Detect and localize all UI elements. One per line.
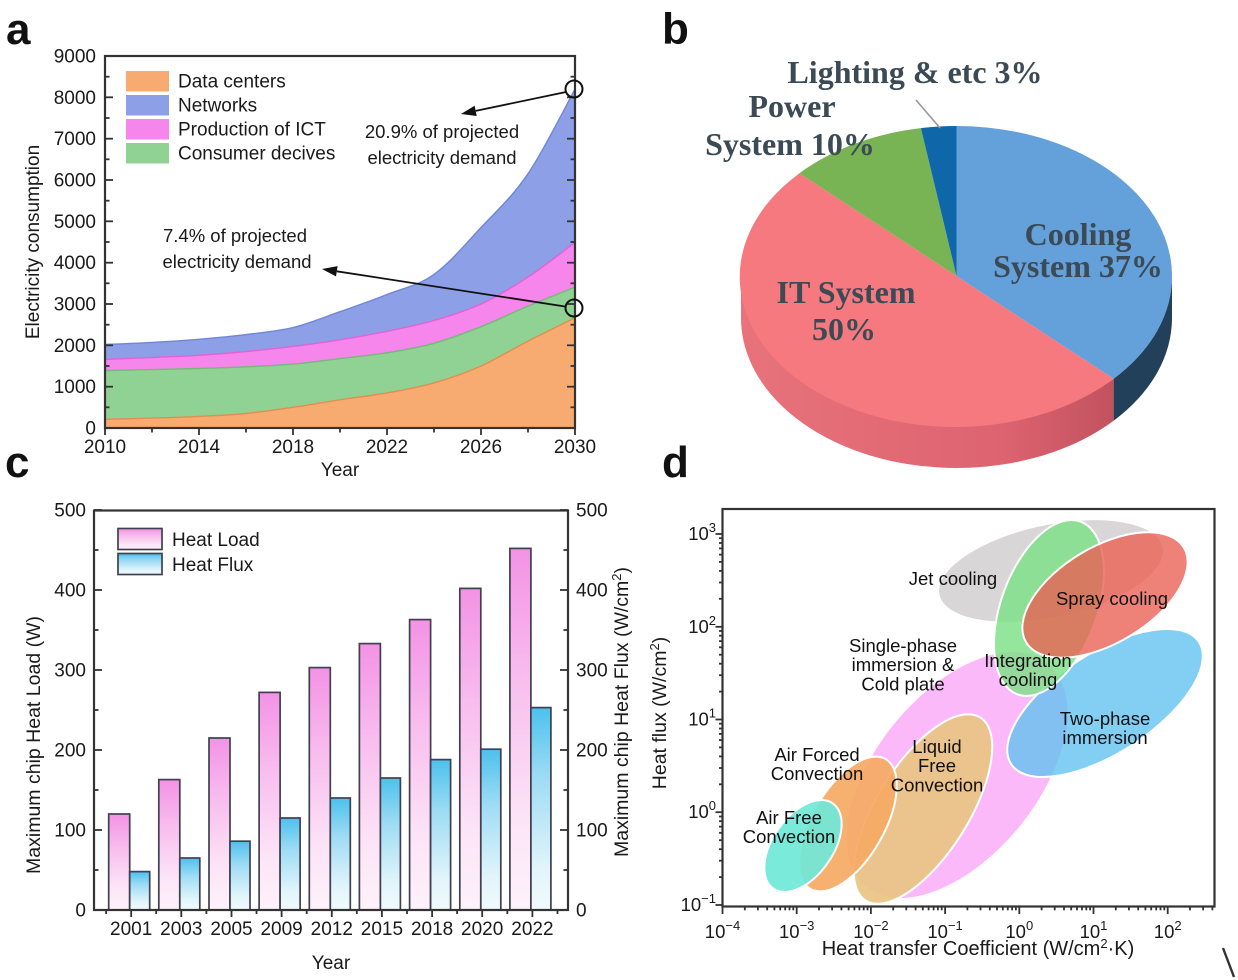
svg-text:Free: Free <box>918 755 956 776</box>
svg-text:d: d <box>662 438 689 487</box>
svg-text:Heat Flux: Heat Flux <box>172 555 254 576</box>
svg-text:2018: 2018 <box>411 919 453 940</box>
svg-text:Jet cooling: Jet cooling <box>909 568 997 589</box>
svg-text:Convection: Convection <box>743 826 836 847</box>
svg-text:2022: 2022 <box>366 437 408 458</box>
svg-text:3000: 3000 <box>54 295 96 316</box>
svg-text:50%: 50% <box>812 311 876 347</box>
svg-text:2012: 2012 <box>311 919 353 940</box>
svg-text:Spray cooling: Spray cooling <box>1056 588 1168 609</box>
svg-text:Heat flux (W/cm2): Heat flux (W/cm2) <box>647 637 671 789</box>
svg-text:Convection: Convection <box>891 774 984 795</box>
svg-text:0: 0 <box>576 901 587 922</box>
svg-text:Integration: Integration <box>984 650 1071 671</box>
svg-text:4000: 4000 <box>54 253 96 274</box>
svg-text:0: 0 <box>75 901 86 922</box>
svg-text:a: a <box>6 5 31 54</box>
svg-text:102: 102 <box>688 613 716 637</box>
svg-text:Single-phase: Single-phase <box>849 635 957 656</box>
svg-text:Liquid: Liquid <box>912 736 961 757</box>
svg-text:electricity demand: electricity demand <box>162 251 311 272</box>
svg-text:electricity demand: electricity demand <box>367 147 516 168</box>
svg-text:400: 400 <box>54 581 86 602</box>
svg-text:Maximum chip Heat Flux (W/cm2): Maximum chip Heat Flux (W/cm2) <box>609 567 633 857</box>
svg-text:500: 500 <box>54 501 86 522</box>
svg-text:300: 300 <box>576 661 608 682</box>
svg-text:200: 200 <box>54 741 86 762</box>
svg-text:Data centers: Data centers <box>178 72 286 93</box>
svg-text:Consumer decives: Consumer decives <box>178 144 335 165</box>
svg-text:Maximum chip Heat Load (W): Maximum chip Heat Load (W) <box>23 616 45 874</box>
svg-text:2015: 2015 <box>361 919 403 940</box>
svg-text:2001: 2001 <box>110 919 152 940</box>
svg-text:7000: 7000 <box>54 129 96 150</box>
svg-text:2009: 2009 <box>260 919 302 940</box>
svg-text:Cold plate: Cold plate <box>861 673 944 694</box>
svg-text:500: 500 <box>576 501 608 522</box>
svg-text:20.9% of projected: 20.9% of projected <box>365 121 519 142</box>
svg-text:100: 100 <box>54 821 86 842</box>
svg-text:2022: 2022 <box>511 919 553 940</box>
svg-text:2030: 2030 <box>554 437 596 458</box>
svg-text:Convection: Convection <box>771 763 864 784</box>
svg-text:System 10%: System 10% <box>705 126 875 162</box>
svg-text:100: 100 <box>576 821 608 842</box>
svg-text:Heat Load: Heat Load <box>172 530 260 551</box>
svg-text:System 37%: System 37% <box>993 248 1163 284</box>
svg-text:200: 200 <box>576 741 608 762</box>
svg-text:immersion &: immersion & <box>852 654 955 675</box>
svg-text:cooling: cooling <box>999 669 1058 690</box>
svg-text:Year: Year <box>321 460 360 481</box>
svg-text:2010: 2010 <box>84 437 126 458</box>
svg-text:Heat transfer Coefficient (W/c: Heat transfer Coefficient (W/cm2·K) <box>822 936 1135 960</box>
svg-text:Lighting & etc 3%: Lighting & etc 3% <box>787 54 1042 90</box>
svg-text:2003: 2003 <box>160 919 202 940</box>
svg-text:2000: 2000 <box>54 336 96 357</box>
svg-text:Year: Year <box>312 953 351 974</box>
svg-text:immersion: immersion <box>1062 727 1147 748</box>
svg-text:Air Forced: Air Forced <box>774 744 859 765</box>
svg-text:Production of ICT: Production of ICT <box>178 120 326 141</box>
svg-text:8000: 8000 <box>54 88 96 109</box>
svg-text:5000: 5000 <box>54 212 96 233</box>
svg-text:2014: 2014 <box>178 437 221 458</box>
svg-text:c: c <box>5 438 29 487</box>
svg-text:Air Free: Air Free <box>756 807 822 828</box>
svg-text:2020: 2020 <box>461 919 503 940</box>
svg-text:1000: 1000 <box>54 377 96 398</box>
svg-text:400: 400 <box>576 581 608 602</box>
svg-text:2026: 2026 <box>460 437 502 458</box>
svg-text:7.4% of projected: 7.4% of projected <box>163 225 307 246</box>
svg-text:10−2: 10−2 <box>853 918 888 942</box>
svg-text:IT System: IT System <box>777 274 916 310</box>
svg-text:6000: 6000 <box>54 171 96 192</box>
svg-text:b: b <box>662 5 689 54</box>
svg-text:Two-phase: Two-phase <box>1060 708 1151 729</box>
svg-text:0: 0 <box>85 419 96 440</box>
svg-text:2005: 2005 <box>210 919 252 940</box>
svg-text:9000: 9000 <box>54 47 96 68</box>
svg-text:Networks: Networks <box>178 96 257 117</box>
svg-text:Electricity consumption: Electricity consumption <box>23 145 44 339</box>
svg-text:300: 300 <box>54 661 86 682</box>
svg-text:Power: Power <box>748 88 835 124</box>
svg-text:Cooling: Cooling <box>1025 216 1132 252</box>
svg-text:2018: 2018 <box>272 437 314 458</box>
